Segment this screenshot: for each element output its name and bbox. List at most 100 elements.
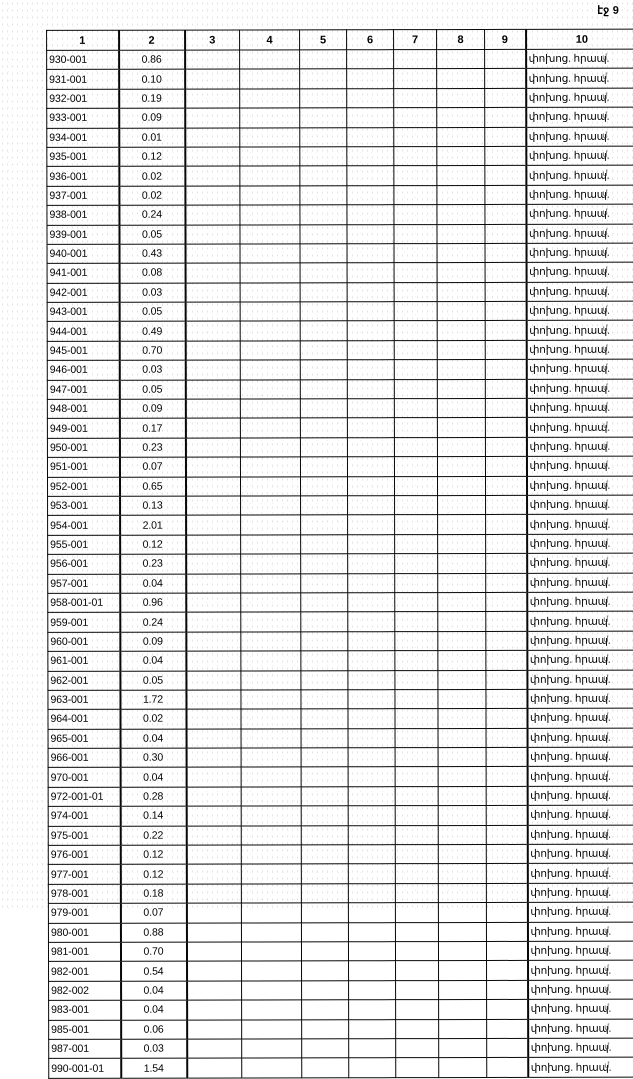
cell-empty-col8 (437, 553, 486, 574)
table-row: 983-001 0.04 փոխոց. հրապ. (48, 999, 633, 1020)
cell-empty-col5 (301, 767, 349, 787)
cell-empty-col5 (301, 883, 349, 904)
cell-value: 0.04 (120, 767, 187, 788)
cell-empty-col6 (346, 127, 394, 147)
cell-empty-col4 (240, 689, 301, 710)
table-row: 974-001 0.14 փոխոց. հրապ. (48, 805, 633, 827)
table-row: 938-001 0.24 փոխոց. հրապ. (46, 204, 633, 225)
cell-empty-col3 (186, 922, 242, 943)
cell-value: 0.28 (120, 786, 187, 807)
cell-empty-col7 (395, 883, 439, 903)
table-row: 955-001 0.12 փոխոց. հրապ. (47, 533, 633, 555)
cell-empty-col9 (485, 475, 527, 496)
cell-code: 983-001 (48, 1000, 121, 1020)
cell-empty-col7 (394, 301, 438, 322)
cell-empty-col7 (393, 185, 437, 205)
cell-value: 0.04 (120, 980, 187, 1001)
cell-code: 959-001 (47, 612, 120, 633)
cell-empty-col7 (394, 456, 438, 477)
margin-mark: մ (602, 421, 608, 431)
cell-code: 960-001 (47, 631, 120, 652)
cell-code: 990-001-01 (48, 1058, 121, 1079)
cell-empty-col8 (438, 999, 487, 1020)
cell-empty-col6 (346, 49, 394, 70)
cell-empty-col9 (486, 999, 528, 1020)
cell-empty-col6 (348, 728, 396, 748)
cell-empty-col6 (347, 418, 395, 438)
cell-empty-col5 (299, 69, 347, 89)
cell-empty-col5 (299, 49, 347, 70)
cell-value: 0.24 (119, 612, 186, 632)
margin-mark: մ (602, 285, 608, 295)
cell-empty-col3 (184, 49, 240, 70)
cell-empty-col6 (348, 805, 396, 826)
cell-empty-col8 (437, 476, 486, 496)
cell-value: 0.05 (119, 670, 186, 691)
cell-empty-col6 (347, 437, 395, 457)
cell-code: 944-001 (47, 321, 120, 342)
cell-code: 936-001 (46, 166, 119, 187)
cell-empty-col6 (346, 146, 394, 167)
table-row: 943-001 0.05 փոխոց. հրապ. (47, 301, 633, 322)
cell-empty-col8 (437, 379, 486, 399)
cell-value: 0.96 (119, 593, 186, 613)
cell-empty-col7 (395, 1038, 439, 1058)
cell-empty-col5 (301, 980, 349, 1001)
margin-mark: մ (602, 401, 608, 411)
cell-code: 934-001 (46, 127, 119, 148)
table-row: 936-001 0.02 փոխոց. հրապ. (46, 165, 633, 187)
cell-empty-col5 (299, 127, 347, 147)
cell-empty-col8 (437, 320, 486, 341)
cell-empty-col9 (484, 126, 526, 147)
cell-empty-col8 (438, 941, 487, 961)
cell-empty-col4 (241, 825, 302, 846)
table-row: 935-001 0.12 փոխոց. հրապ. (46, 146, 633, 167)
cell-empty-col7 (395, 902, 439, 923)
cell-empty-col9 (486, 1038, 528, 1058)
cell-value: 0.65 (119, 476, 186, 497)
data-table-container: 1 2 3 4 5 6 7 8 9 10 930-001 0.86 փոխոց. հ… (46, 29, 633, 1079)
cell-empty-col3 (184, 69, 240, 89)
cell-empty-col3 (185, 534, 241, 555)
cell-empty-col9 (485, 592, 527, 612)
cell-empty-col6 (347, 573, 395, 593)
cell-empty-col6 (348, 961, 396, 981)
cell-value: 0.70 (120, 942, 187, 962)
margin-mark: մ (604, 983, 610, 993)
table-row: 941-001 0.08 փոխոց. հրապ. (47, 262, 633, 284)
cell-code: 964-001 (47, 709, 121, 730)
cell-empty-col5 (301, 999, 349, 1020)
cell-empty-col5 (299, 204, 347, 225)
cell-value: 0.24 (118, 205, 185, 225)
cell-empty-col7 (393, 204, 437, 225)
cell-value: 0.03 (120, 1039, 187, 1059)
cell-empty-col7 (395, 863, 439, 884)
cell-code: 951-001 (47, 457, 120, 477)
cell-empty-col4 (241, 980, 302, 1001)
cell-empty-col5 (299, 185, 347, 205)
cell-empty-col6 (348, 922, 396, 942)
cell-code: 980-001 (48, 922, 121, 943)
cell-empty-col3 (186, 825, 242, 846)
cell-empty-col9 (486, 786, 528, 806)
cell-code: 937-001 (46, 185, 119, 206)
cell-value: 0.04 (120, 728, 187, 749)
cell-value: 0.86 (118, 50, 185, 70)
margin-mark: մ (603, 925, 610, 935)
cell-empty-col6 (347, 398, 395, 419)
cell-empty-col9 (485, 262, 527, 283)
cell-empty-col3 (186, 845, 242, 865)
cell-empty-col6 (348, 999, 396, 1020)
column-header-10: 10 (525, 29, 633, 50)
cell-empty-col5 (300, 495, 348, 516)
cell-empty-col5 (300, 534, 348, 555)
cell-empty-col3 (185, 476, 241, 497)
cell-empty-col7 (394, 553, 438, 574)
cell-empty-col8 (437, 611, 486, 632)
cell-empty-col3 (185, 592, 241, 613)
cell-empty-col6 (347, 379, 395, 399)
cell-empty-col8 (437, 340, 486, 360)
cell-empty-col3 (186, 1038, 242, 1059)
cell-empty-col6 (348, 825, 396, 845)
cell-empty-col8 (437, 243, 486, 263)
